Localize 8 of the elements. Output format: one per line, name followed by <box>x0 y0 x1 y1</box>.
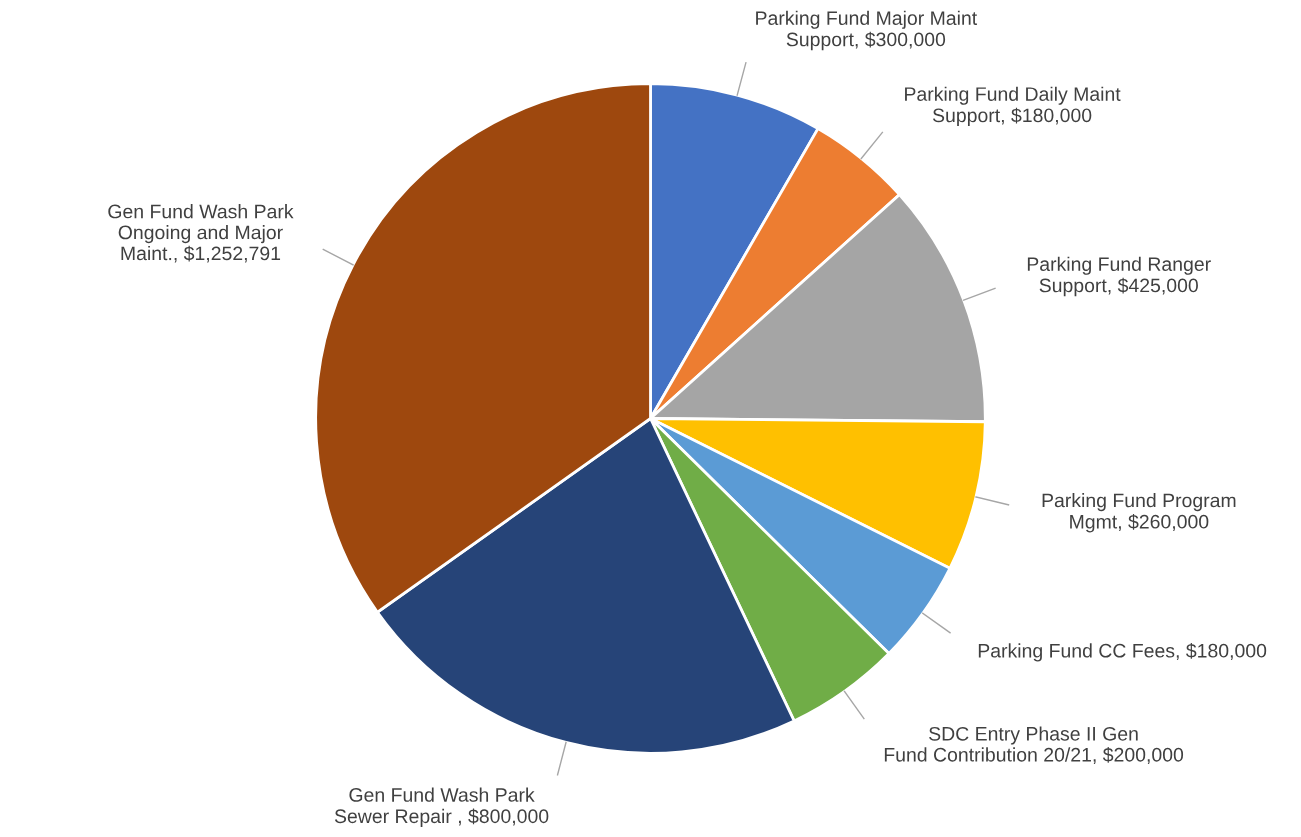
slice-label: SDC Entry Phase II Gen Fund Contribution 20/21, $200,000 <box>884 726 1184 764</box>
slice-label: Parking Fund Ranger Support, $425,000 <box>1027 256 1211 297</box>
slice-label: Gen Fund Wash Park Sewer Repair , $800,000 <box>334 787 549 827</box>
slice-label: Parking Fund Daily Maint Support, $180,000 <box>905 86 1121 127</box>
slice-label: Parking Fund Major Maint Support, $300,000 <box>756 10 978 51</box>
slice-label: Parking Fund CC Fees, $180,000 <box>978 643 1267 662</box>
slice-label: Gen Fund Wash Park Ongoing and Major Maint., $1,252,791 <box>108 204 294 263</box>
slice-label: Parking Fund Program Mgmt, $260,000 <box>1042 493 1236 533</box>
